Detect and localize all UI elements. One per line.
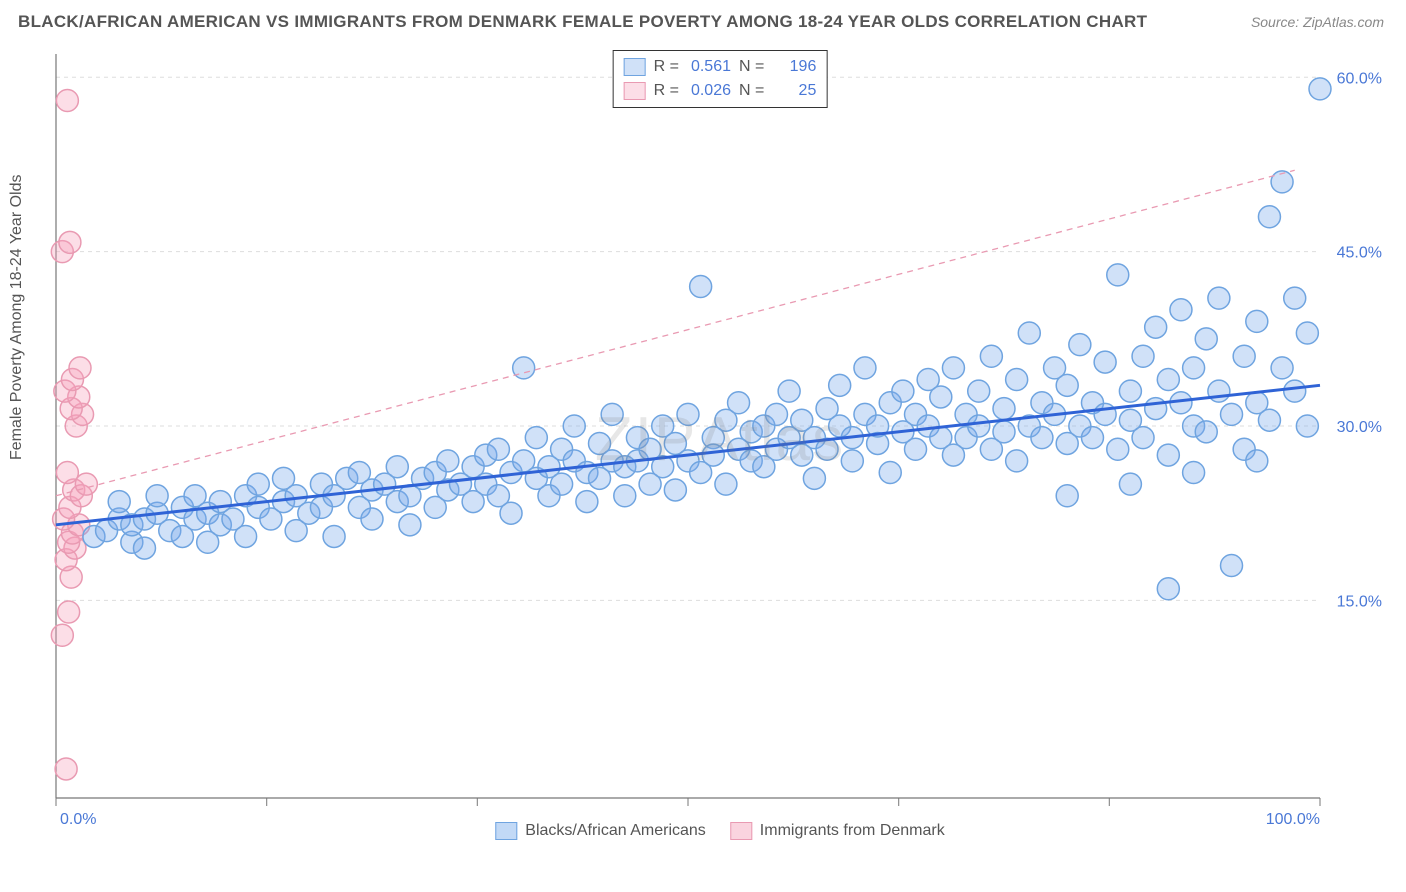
- legend-label-1: Blacks/African Americans: [525, 822, 706, 840]
- r-label: R =: [654, 79, 679, 103]
- svg-text:100.0%: 100.0%: [1266, 811, 1320, 828]
- legend-stats-row-2: R = 0.026 N = 25: [624, 79, 817, 103]
- svg-text:30.0%: 30.0%: [1337, 419, 1382, 436]
- legend-item-1: Blacks/African Americans: [495, 822, 706, 840]
- n-label: N =: [739, 55, 764, 79]
- chart-title: BLACK/AFRICAN AMERICAN VS IMMIGRANTS FRO…: [18, 12, 1147, 32]
- n-value-1: 196: [772, 55, 816, 79]
- r-value-2: 0.026: [687, 79, 731, 103]
- r-value-1: 0.561: [687, 55, 731, 79]
- n-label: N =: [739, 79, 764, 103]
- r-label: R =: [654, 55, 679, 79]
- svg-text:60.0%: 60.0%: [1337, 70, 1382, 87]
- legend-label-2: Immigrants from Denmark: [760, 822, 945, 840]
- legend-stats: R = 0.561 N = 196 R = 0.026 N = 25: [613, 50, 828, 108]
- swatch-pink-icon: [730, 822, 752, 840]
- swatch-pink-icon: [624, 82, 646, 100]
- legend-series: Blacks/African Americans Immigrants from…: [495, 822, 944, 840]
- svg-text:15.0%: 15.0%: [1337, 593, 1382, 610]
- plot-area: 15.0%30.0%45.0%60.0%0.0%100.0% ZIPAtlas …: [50, 48, 1390, 838]
- y-axis-label: Female Poverty Among 18-24 Year Olds: [8, 175, 26, 461]
- source-attribution: Source: ZipAtlas.com: [1251, 14, 1384, 30]
- legend-item-2: Immigrants from Denmark: [730, 822, 945, 840]
- scatter-svg: 15.0% 30.0% 45.0% 60.0% 0.0% 100.0%: [50, 48, 1390, 838]
- swatch-blue-icon: [624, 58, 646, 76]
- swatch-blue-icon: [495, 822, 517, 840]
- legend-stats-row-1: R = 0.561 N = 196: [624, 55, 817, 79]
- svg-text:0.0%: 0.0%: [60, 811, 96, 828]
- svg-text:45.0%: 45.0%: [1337, 245, 1382, 262]
- n-value-2: 25: [772, 79, 816, 103]
